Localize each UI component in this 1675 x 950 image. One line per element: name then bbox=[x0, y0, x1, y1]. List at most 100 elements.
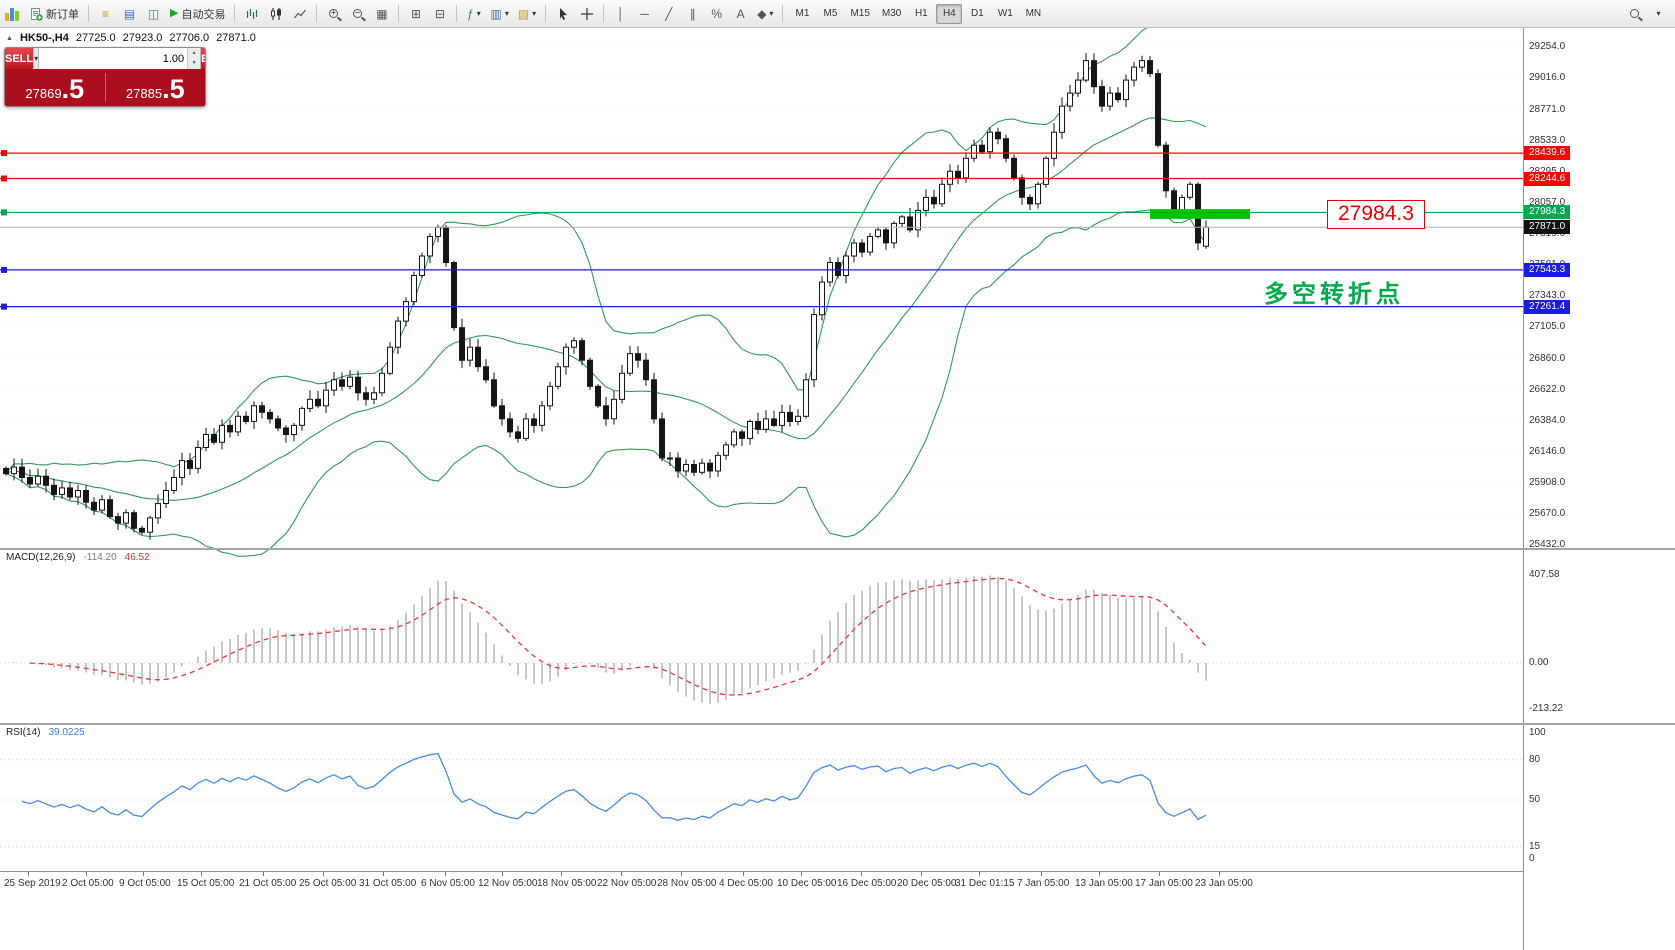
macd-scale-label: -213.22 bbox=[1529, 703, 1563, 715]
data-window-button[interactable]: ▤ bbox=[118, 3, 141, 25]
sell-button[interactable]: SELL bbox=[5, 48, 34, 69]
collapse-widget-icon[interactable]: ▲ bbox=[6, 34, 13, 42]
time-tick bbox=[502, 872, 503, 876]
timeframe-h4[interactable]: H4 bbox=[936, 3, 963, 24]
horizontal-line-icon: ─ bbox=[640, 6, 649, 21]
cascade-windows-button[interactable]: ⊟ bbox=[428, 3, 451, 25]
candle-body bbox=[371, 392, 377, 400]
volume-increase-button[interactable]: ▲ bbox=[188, 48, 201, 59]
periods-button[interactable]: ▥ ▾ bbox=[486, 3, 512, 25]
navigator-button[interactable]: ◫ bbox=[142, 3, 165, 25]
hline-handle[interactable] bbox=[1, 209, 7, 216]
sell-price[interactable]: 27869.5 bbox=[5, 69, 105, 106]
trendline-button[interactable]: ╱ bbox=[657, 3, 680, 25]
candle-body bbox=[611, 398, 617, 420]
auto-trading-button[interactable]: ▶ 自动交易 bbox=[166, 3, 229, 25]
new-order-button[interactable]: 新订单 bbox=[25, 3, 83, 25]
candle-body bbox=[363, 392, 369, 400]
candle-body bbox=[659, 418, 665, 459]
search-button[interactable] bbox=[1623, 3, 1646, 25]
fibonacci-button[interactable]: % bbox=[705, 3, 728, 25]
grid-button[interactable]: ▦ bbox=[370, 3, 393, 25]
buy-button[interactable]: BUY bbox=[201, 48, 205, 69]
timeframe-mn[interactable]: MN bbox=[1020, 4, 1046, 24]
line-chart-button[interactable] bbox=[288, 3, 311, 25]
candlestick-chart-button[interactable] bbox=[264, 3, 287, 25]
timeframe-w1[interactable]: W1 bbox=[992, 4, 1018, 24]
price-scale[interactable]: 29254.0 29016.0 28771.0 28533.0 28295.0 28057… bbox=[1523, 28, 1675, 950]
time-axis[interactable]: 25 Sep 2019 2 Oct 05:00 9 Oct 05:00 15 Oct … bbox=[0, 871, 1523, 893]
vertical-line-button[interactable]: │ bbox=[609, 3, 632, 25]
channel-button[interactable]: ∥ bbox=[681, 3, 704, 25]
order-type-dropdown[interactable]: ▾ bbox=[33, 48, 40, 69]
candle-body bbox=[987, 131, 993, 153]
timeframe-d1[interactable]: D1 bbox=[964, 4, 990, 24]
candle-body bbox=[979, 144, 985, 153]
candle-body bbox=[163, 490, 169, 504]
tile-windows-button[interactable]: ⊞ bbox=[404, 3, 427, 25]
candle-body bbox=[411, 275, 417, 303]
volume-decrease-button[interactable]: ▼ bbox=[188, 58, 201, 69]
time-tick bbox=[621, 872, 622, 876]
candle-body bbox=[699, 462, 705, 473]
panel-separator-macd[interactable] bbox=[0, 548, 1675, 550]
price-tick: 27343.0 bbox=[1529, 290, 1566, 301]
candle-body bbox=[651, 379, 657, 420]
cursor-button[interactable] bbox=[551, 3, 574, 25]
toolbar-separator bbox=[316, 5, 318, 22]
hline-handle[interactable] bbox=[1, 150, 7, 157]
hline-handle[interactable] bbox=[1, 175, 7, 182]
toolbar-more-button[interactable]: ▾ bbox=[1647, 3, 1670, 25]
rsi-scale-label: 15 bbox=[1529, 840, 1541, 852]
zoom-out-icon: − bbox=[353, 8, 363, 18]
timeframe-m30[interactable]: M30 bbox=[877, 4, 906, 24]
panel-separator-rsi[interactable] bbox=[0, 723, 1675, 725]
candle-body bbox=[123, 512, 129, 524]
timeframe-h1[interactable]: H1 bbox=[908, 4, 934, 24]
hline-handle[interactable] bbox=[1, 303, 7, 310]
templates-button[interactable]: ▨ ▾ bbox=[514, 3, 540, 25]
turning-point-annotation[interactable]: 多空转折点 bbox=[1264, 281, 1404, 308]
time-label: 31 Oct 05:00 bbox=[359, 878, 417, 889]
bollinger-middle-band[interactable] bbox=[5, 117, 1207, 501]
candle-body bbox=[683, 464, 689, 472]
timeframe-m5[interactable]: M5 bbox=[817, 4, 843, 24]
text-button[interactable]: A bbox=[729, 3, 752, 25]
candle-body bbox=[107, 499, 113, 518]
hline-handle[interactable] bbox=[1, 266, 7, 273]
bar-chart-button[interactable] bbox=[240, 3, 263, 25]
shapes-button[interactable]: ◆ ▾ bbox=[753, 3, 777, 25]
candle-body bbox=[963, 157, 969, 179]
candle-body bbox=[171, 477, 177, 491]
toolbar-separator bbox=[782, 5, 784, 22]
indicators-button[interactable]: ƒ ▾ bbox=[462, 3, 485, 25]
candle-body bbox=[763, 418, 769, 430]
quote-close: 27871.0 bbox=[216, 32, 256, 44]
rsi-label: RSI(14) 39.0225 bbox=[6, 727, 85, 738]
market-watch-button[interactable]: ≡ bbox=[94, 3, 117, 25]
zoom-out-button[interactable]: − bbox=[346, 3, 369, 25]
price-badge: 28244.6 bbox=[1524, 171, 1571, 186]
chart-canvas[interactable] bbox=[0, 0, 1523, 950]
crosshair-button[interactable] bbox=[575, 3, 598, 25]
toolbar-separator bbox=[234, 5, 236, 22]
toolbar-separator bbox=[603, 5, 605, 22]
horizontal-line-button[interactable]: ─ bbox=[633, 3, 656, 25]
price-annotation[interactable]: 27984.3 bbox=[1327, 200, 1425, 229]
zoom-in-button[interactable]: + bbox=[322, 3, 345, 25]
quote-line: ▲ HK50-,H4 27725.0 27923.0 27706.0 27871… bbox=[6, 32, 256, 44]
templates-icon: ▨ bbox=[517, 6, 530, 21]
timeframe-m15[interactable]: M15 bbox=[845, 4, 874, 24]
candle-body bbox=[523, 418, 529, 439]
new-chart-icon[interactable] bbox=[5, 7, 19, 21]
timeframe-m1[interactable]: M1 bbox=[789, 4, 815, 24]
time-tick bbox=[1159, 872, 1160, 876]
candle-body bbox=[515, 431, 521, 439]
buy-price[interactable]: 27885.5 bbox=[106, 69, 206, 106]
highlight-rectangle[interactable] bbox=[1150, 209, 1250, 219]
candle-body bbox=[91, 501, 97, 511]
candle-body bbox=[1171, 190, 1177, 211]
volume-input[interactable] bbox=[39, 48, 188, 69]
bollinger-lower-band[interactable] bbox=[5, 209, 1207, 557]
one-click-trading-widget: SELL ▾ ▲ ▼ BUY 27869.5 27885.5 bbox=[4, 47, 206, 107]
